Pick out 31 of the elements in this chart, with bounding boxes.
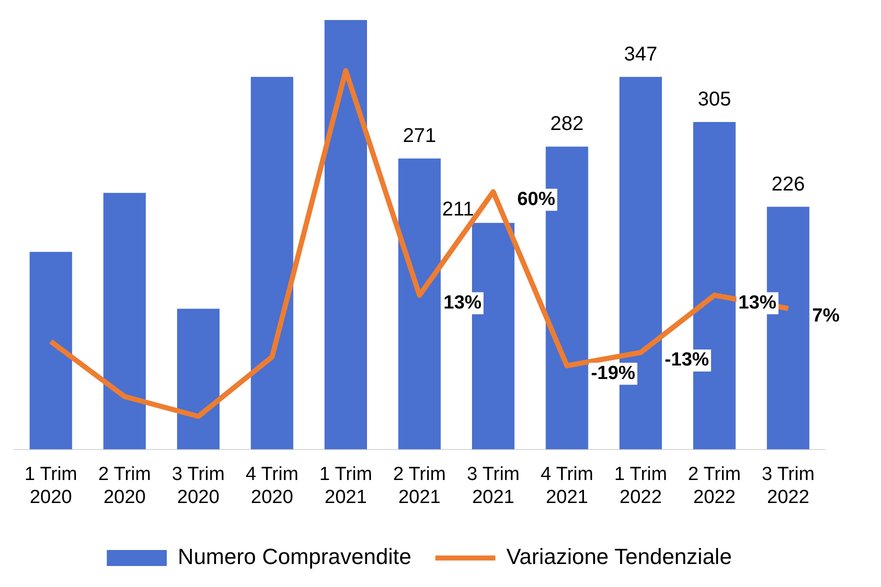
x-tick-label: 1 Trim 2021: [319, 464, 372, 508]
bar: [30, 252, 72, 450]
legend-label: Variazione Tendenziale: [506, 544, 732, 570]
data-label: 13%: [738, 292, 777, 314]
data-label: 305: [698, 88, 732, 110]
x-tick-label: 2 Trim 2022: [688, 464, 741, 508]
x-tick-label: 2 Trim 2020: [98, 464, 151, 508]
x-tick-label: 1 Trim 2022: [614, 464, 668, 508]
data-label: 60%: [517, 188, 556, 210]
data-label: 271: [402, 124, 436, 147]
data-label: 7%: [812, 306, 840, 327]
data-label: 13%: [444, 292, 482, 314]
data-label: -19%: [590, 362, 636, 384]
legend-label: Numero Compravendite: [178, 544, 412, 570]
x-tick-label: 1 Trim 2020: [24, 464, 78, 508]
x-tick-label: 3 Trim 2020: [172, 464, 225, 508]
data-label: 211: [442, 198, 474, 220]
bar: [250, 76, 294, 450]
data-label: 226: [771, 173, 805, 196]
data-label: 347: [624, 43, 658, 66]
data-label: 282: [550, 113, 584, 136]
bar: [103, 192, 146, 450]
bar: [324, 20, 368, 450]
x-tick-label: 4 Trim 2021: [540, 464, 594, 508]
bar: [398, 158, 441, 450]
data-label: -13%: [664, 350, 710, 371]
x-tick-label: 3 Trim 2022: [762, 464, 815, 508]
bar: [177, 308, 220, 450]
x-tick-label: 3 Trim 2021: [466, 464, 520, 508]
x-tick-label: 2 Trim 2021: [393, 464, 446, 508]
x-tick-label: 4 Trim 2020: [246, 464, 298, 508]
